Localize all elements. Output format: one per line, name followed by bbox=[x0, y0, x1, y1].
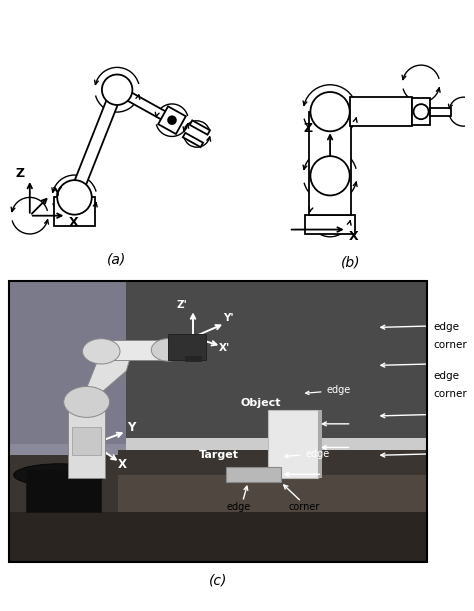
Circle shape bbox=[64, 386, 109, 417]
Polygon shape bbox=[87, 343, 135, 397]
Bar bbox=[227, 467, 281, 482]
Bar bbox=[126, 281, 427, 444]
Circle shape bbox=[82, 338, 120, 364]
Text: edge: edge bbox=[434, 322, 460, 332]
Text: Y': Y' bbox=[223, 313, 234, 323]
Text: edge: edge bbox=[381, 408, 474, 418]
Text: edge: edge bbox=[381, 320, 474, 329]
Text: X: X bbox=[68, 216, 78, 229]
Bar bbox=[430, 108, 451, 116]
Circle shape bbox=[310, 92, 350, 131]
Bar bbox=[101, 340, 176, 360]
Circle shape bbox=[102, 75, 132, 105]
Bar bbox=[168, 334, 206, 360]
Text: (a): (a) bbox=[107, 253, 126, 267]
Text: corner: corner bbox=[289, 502, 320, 512]
Text: Z: Z bbox=[72, 403, 81, 416]
Text: X': X' bbox=[219, 343, 230, 353]
Bar bbox=[350, 97, 412, 126]
Text: edge: edge bbox=[434, 371, 460, 381]
Circle shape bbox=[310, 156, 350, 196]
Circle shape bbox=[151, 338, 185, 361]
Text: (b): (b) bbox=[341, 255, 361, 269]
Text: edge: edge bbox=[285, 448, 330, 459]
Bar bbox=[9, 281, 126, 464]
Text: X: X bbox=[349, 230, 358, 243]
Text: corner: corner bbox=[434, 340, 467, 350]
Circle shape bbox=[57, 180, 92, 214]
Text: (c): (c) bbox=[209, 574, 227, 587]
Bar bbox=[183, 133, 203, 147]
Circle shape bbox=[168, 116, 176, 124]
Text: corner: corner bbox=[434, 389, 467, 399]
Bar bbox=[26, 469, 101, 511]
Text: Target: Target bbox=[199, 450, 239, 460]
Polygon shape bbox=[69, 87, 123, 200]
Bar bbox=[268, 411, 318, 478]
Text: corner: corner bbox=[381, 357, 474, 367]
Bar bbox=[190, 120, 210, 134]
Text: Z: Z bbox=[16, 167, 25, 180]
Text: Y: Y bbox=[127, 421, 136, 434]
Polygon shape bbox=[115, 86, 174, 124]
Bar bbox=[126, 439, 427, 455]
Text: Y: Y bbox=[52, 186, 61, 199]
Text: Object: Object bbox=[241, 398, 282, 408]
Bar bbox=[118, 475, 427, 511]
Bar bbox=[318, 411, 322, 478]
Bar bbox=[305, 215, 355, 233]
Bar bbox=[54, 197, 95, 226]
Bar bbox=[72, 427, 101, 455]
Bar bbox=[9, 478, 427, 562]
Circle shape bbox=[413, 104, 428, 119]
Text: edge: edge bbox=[227, 502, 251, 512]
Bar bbox=[412, 98, 430, 125]
Bar bbox=[310, 112, 351, 215]
Bar bbox=[158, 106, 186, 134]
Bar bbox=[185, 356, 201, 361]
Text: X: X bbox=[118, 458, 127, 471]
Text: Z: Z bbox=[303, 122, 312, 136]
Bar bbox=[9, 281, 126, 444]
Text: corner: corner bbox=[381, 447, 474, 457]
Bar bbox=[118, 450, 427, 478]
Bar bbox=[9, 455, 118, 511]
Text: Z': Z' bbox=[176, 300, 187, 310]
Text: edge: edge bbox=[306, 386, 351, 395]
Ellipse shape bbox=[14, 464, 105, 486]
Bar bbox=[68, 399, 105, 478]
